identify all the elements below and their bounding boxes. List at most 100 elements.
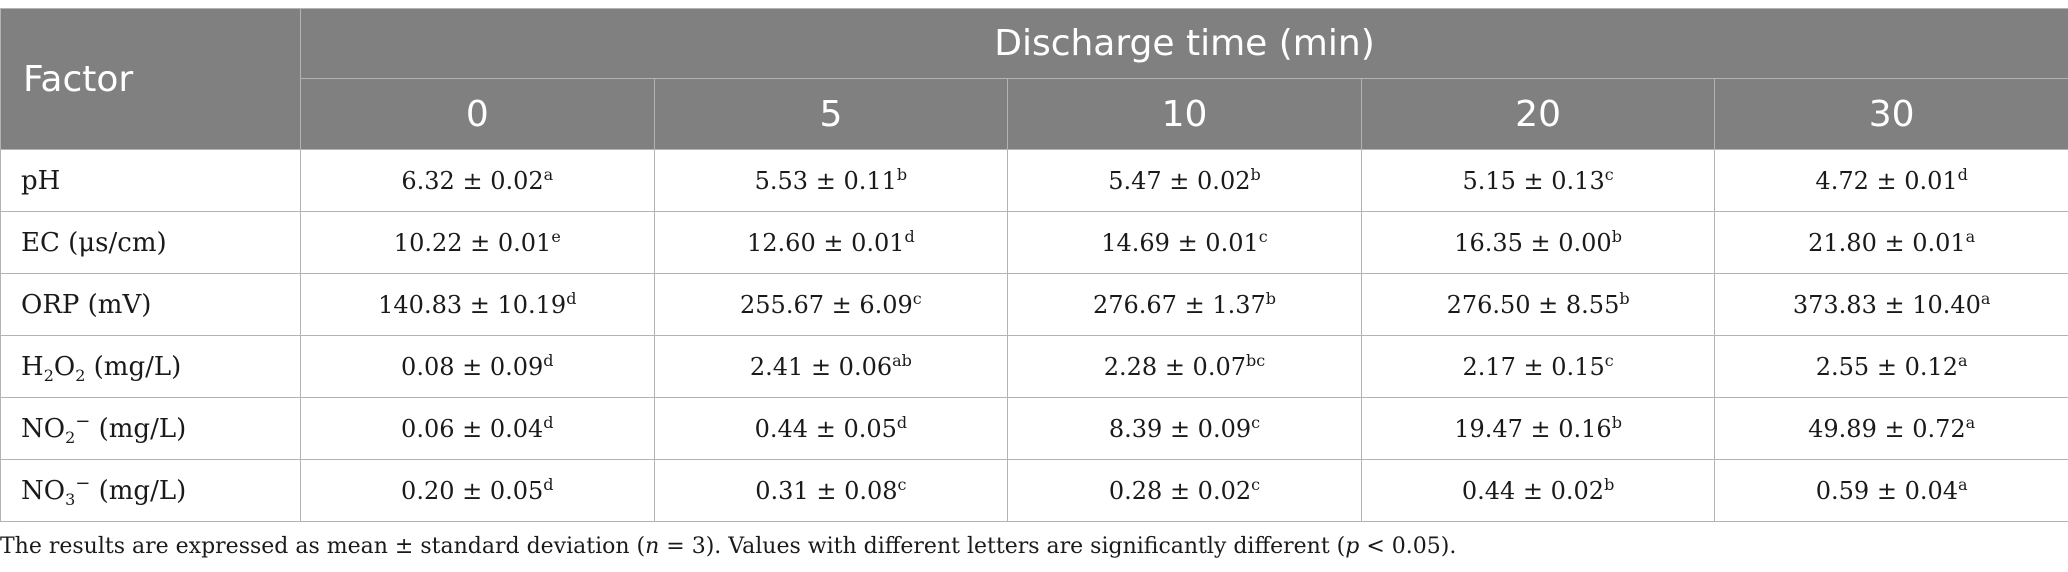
table-cell: 0.59 ± 0.04a [1714,459,2068,522]
cell-value: 21.80 ± 0.01 [1808,228,1966,257]
table-cell: 6.32 ± 0.02a [300,149,655,212]
table-cell: 14.69 ± 0.01c [1007,211,1362,274]
label-subscript: 2 [65,427,76,447]
factor-header: Factor [0,8,301,150]
significance-letter: d [1957,164,1968,184]
cell-value: 2.55 ± 0.12 [1815,352,1959,381]
significance-letter: c [897,474,907,494]
table-row: EC (μs/cm) 10.22 ± 0.01e 12.60 ± 0.01d 1… [0,211,2068,274]
footnote-text: < 0.05). [1359,534,1457,559]
label-text: ORP (mV) [21,289,152,320]
label-part: H [21,351,44,382]
significance-letter: a [1965,412,1976,432]
table-cell: 5.53 ± 0.11b [653,149,1009,212]
cell-value: 19.47 ± 0.16 [1454,414,1612,443]
cell-value: 2.28 ± 0.07 [1103,352,1246,381]
table-cell: 2.41 ± 0.06ab [653,335,1009,398]
cell-value: 49.89 ± 0.72 [1808,414,1966,443]
significance-letter: d [543,412,554,432]
label-subscript: 3 [65,489,76,509]
row-label-ph: pH [0,149,301,212]
significance-letter: ab [892,350,912,370]
label-subscript: 2 [75,365,86,385]
table-container: Factor Discharge time (min) 0 5 10 20 30… [0,8,2068,559]
table-cell: 373.83 ± 10.40a [1714,273,2068,336]
cell-value: 0.08 ± 0.09 [401,352,544,381]
table-row: pH 6.32 ± 0.02a 5.53 ± 0.11b 5.47 ± 0.02… [0,149,2068,212]
table-cell: 2.17 ± 0.15c [1360,335,1716,398]
significance-letter: c [1251,412,1261,432]
label-text: EC (μs/cm) [21,227,167,258]
time-header-5: 5 [653,78,1009,150]
table-cell: 2.55 ± 0.12a [1714,335,2068,398]
row-label-orp: ORP (mV) [0,273,301,336]
table-cell: 0.08 ± 0.09d [300,335,655,398]
cell-value: 5.47 ± 0.02 [1108,166,1251,195]
table-cell: 0.20 ± 0.05d [300,459,655,522]
table-header: Factor Discharge time (min) 0 5 10 20 30 [0,8,2068,150]
cell-value: 6.32 ± 0.02 [401,166,544,195]
significance-letter: d [543,350,554,370]
significance-letter: c [1258,226,1268,246]
footnote-p-variable: p [1345,534,1360,559]
table-cell: 0.44 ± 0.05d [653,397,1009,460]
label-text: pH [21,165,61,196]
significance-letter: e [551,226,561,246]
significance-letter: d [566,288,577,308]
cell-value: 4.72 ± 0.01 [1815,166,1958,195]
cell-value: 5.53 ± 0.11 [754,166,897,195]
time-header-0: 0 [300,78,655,150]
significance-letter: b [1250,164,1261,184]
row-label-ec: EC (μs/cm) [0,211,301,274]
significance-letter: b [1604,474,1615,494]
significance-letter: d [904,226,915,246]
table-footnote: The results are expressed as mean ± stan… [0,534,2068,559]
cell-value: 255.67 ± 6.09 [740,290,913,319]
label-unit: (mg/L) [85,351,182,382]
table-cell: 4.72 ± 0.01d [1714,149,2068,212]
table-cell: 16.35 ± 0.00b [1360,211,1716,274]
significance-letter: a [1958,350,1968,370]
significance-letter: a [1965,226,1976,246]
significance-letter: bc [1246,350,1266,370]
table-row: NO3− (mg/L) 0.20 ± 0.05d 0.31 ± 0.08c 0.… [0,459,2068,522]
cell-value: 12.60 ± 0.01 [747,228,905,257]
significance-letter: a [1958,474,1968,494]
significance-letter: b [1611,412,1622,432]
table-cell: 8.39 ± 0.09c [1007,397,1362,460]
time-header-10: 10 [1007,78,1362,150]
table-body: pH 6.32 ± 0.02a 5.53 ± 0.11b 5.47 ± 0.02… [0,149,2068,522]
cell-value: 0.31 ± 0.08 [755,476,898,505]
table-cell: 0.28 ± 0.02c [1007,459,1362,522]
results-table: Factor Discharge time (min) 0 5 10 20 30… [0,8,2068,522]
significance-letter: c [1604,164,1614,184]
cell-value: 8.39 ± 0.09 [1108,414,1252,443]
label-unit: (mg/L) [90,475,187,506]
cell-value: 0.20 ± 0.05 [401,476,544,505]
row-label-no2: NO2− (mg/L) [0,397,301,460]
table-cell: 0.06 ± 0.04d [300,397,655,460]
discharge-time-header: Discharge time (min) [300,8,2068,79]
label-part: NO [21,475,66,506]
label-superscript: − [75,472,91,494]
label-part: NO [21,413,66,444]
time-header-20: 20 [1360,78,1716,150]
table-row: ORP (mV) 140.83 ± 10.19d 255.67 ± 6.09c … [0,273,2068,336]
cell-value: 2.41 ± 0.06 [749,352,893,381]
significance-letter: d [543,474,554,494]
table-cell: 5.47 ± 0.02b [1007,149,1362,212]
table-cell: 5.15 ± 0.13c [1360,149,1716,212]
table-row: H2O2 (mg/L) 0.08 ± 0.09d 2.41 ± 0.06ab 2… [0,335,2068,398]
cell-value: 0.44 ± 0.05 [754,414,897,443]
cell-value: 5.15 ± 0.13 [1462,166,1605,195]
cell-value: 140.83 ± 10.19 [378,290,567,319]
cell-value: 0.28 ± 0.02 [1108,476,1252,505]
table-cell: 276.50 ± 8.55b [1360,273,1716,336]
table-cell: 140.83 ± 10.19d [300,273,655,336]
time-header-30: 30 [1714,78,2068,150]
significance-letter: b [1265,288,1276,308]
cell-value: 14.69 ± 0.01 [1101,228,1259,257]
significance-letter: b [896,164,908,184]
cell-value: 0.44 ± 0.02 [1461,476,1605,505]
label-unit: (mg/L) [90,413,187,444]
